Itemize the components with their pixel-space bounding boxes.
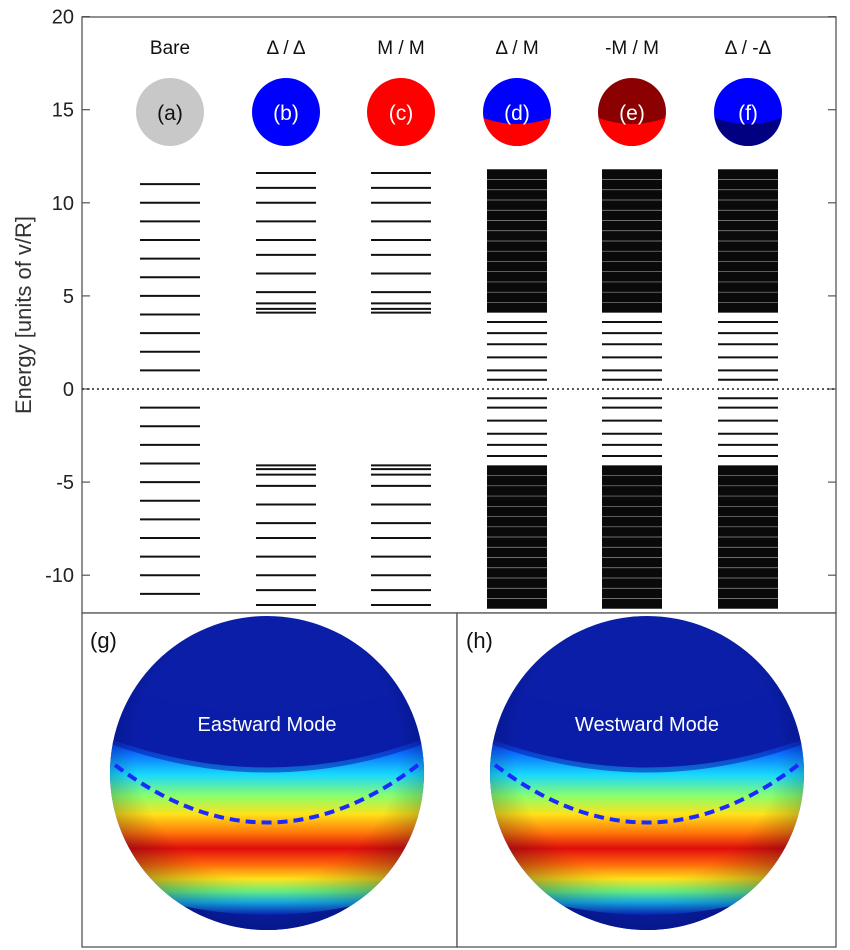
sphere-bottom-hemisphere [598,118,666,147]
column-sphere: (c) [367,78,435,146]
westward-mode-sphere [490,616,804,930]
column-sphere: (b) [252,78,320,146]
sphere-label: (e) [619,102,645,125]
y-axis-label: Energy [units of v/R] [11,216,36,414]
sphere-label: (d) [504,102,530,125]
column-header: M / M [377,38,425,59]
y-tick-label: -5 [56,472,74,494]
column-sphere: (f) [714,78,782,147]
column-3: M / M (c) [367,38,435,606]
column-sphere: (a) [136,78,204,146]
sphere-body [367,78,435,146]
column-header: Bare [150,38,190,59]
column-header: Δ / -Δ [725,38,772,59]
panel-g-title: Eastward Mode [198,714,337,736]
sphere-bottom-hemisphere [483,118,551,147]
y-tick-label: 5 [63,286,74,308]
y-tick-label: 20 [52,7,74,29]
panel-h-label: (h) [466,628,493,653]
sphere-body [136,78,204,146]
sphere-label: (f) [738,102,758,125]
y-tick-label: 0 [63,379,74,401]
panel-h-title: Westward Mode [575,714,719,736]
column-4: Δ / M (d) [483,38,551,609]
y-tick-label: 15 [52,100,74,122]
column-header: Δ / M [495,38,538,59]
sphere-label: (c) [389,102,414,125]
column-header: Δ / Δ [266,38,305,59]
column-1: Bare (a) [136,38,204,595]
column-2: Δ / Δ (b) [252,38,320,606]
sphere-label: (b) [273,102,299,125]
y-tick-label: -10 [45,565,74,587]
column-6: Δ / -Δ (f) [714,38,782,609]
sphere-label: (a) [157,102,183,125]
y-tick-label: 10 [52,193,74,215]
column-header: -M / M [605,38,659,59]
sphere-body [252,78,320,146]
panel-g-label: (g) [90,628,117,653]
sphere-bottom-hemisphere [714,118,782,147]
column-sphere: (d) [483,78,551,147]
energy-columns: Bare (a) Δ / Δ (b) M / M (c) Δ / M (d) -M / M (e)… [136,38,782,609]
column-sphere: (e) [598,78,666,147]
column-5: -M / M (e) [598,38,666,609]
plot-frame [81,16,837,614]
